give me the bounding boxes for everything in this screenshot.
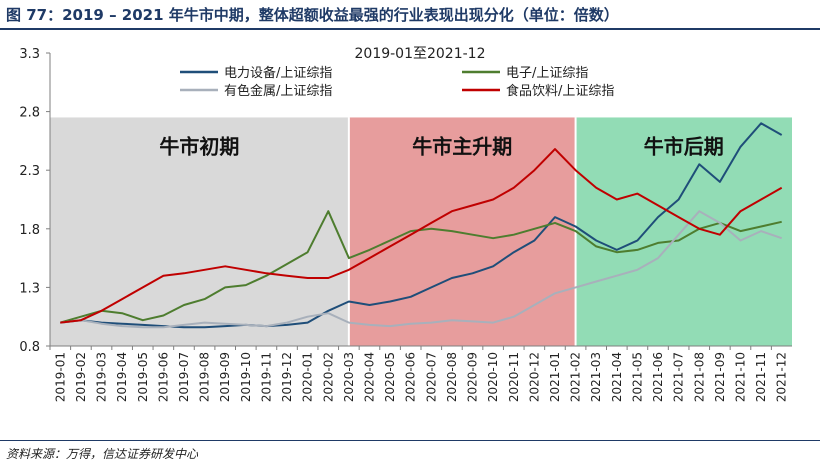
title-rule — [0, 28, 820, 30]
phase-bands: 牛市初期 牛市主升期 牛市后期 — [50, 117, 792, 347]
y-tick-label: 1.3 — [19, 281, 40, 296]
x-tick-label: 2020-02 — [321, 352, 335, 402]
x-tick-label: 2021-12 — [775, 352, 789, 402]
x-tick-label: 2020-11 — [507, 352, 521, 402]
x-tick-label: 2021-02 — [569, 352, 583, 402]
source-rule — [0, 440, 820, 441]
x-tick-labels: 2019-01 2019-02 2019-03 2019-04 2019-05 2019-… — [49, 346, 789, 402]
legend-label: 电力设备/上证综指 — [224, 65, 332, 81]
x-tick-label: 2021-07 — [672, 352, 686, 402]
y-tick-label: 1.8 — [19, 223, 40, 238]
chart-title: 2019-01至2021-12 — [355, 46, 486, 62]
x-tick-label: 2019-11 — [259, 352, 273, 402]
x-tick-label: 2020-03 — [342, 352, 356, 402]
x-tick-label: 2019-02 — [74, 352, 88, 402]
phase-band — [50, 117, 349, 347]
x-tick-label: 2021-01 — [548, 352, 562, 402]
x-tick-label: 2021-10 — [733, 352, 747, 402]
series-line — [60, 122, 783, 329]
y-tick-label: 3.3 — [19, 47, 40, 62]
x-tick-label: 2021-03 — [589, 352, 603, 402]
phase-label: 牛市后期 — [644, 134, 724, 158]
x-tick-label: 2019-03 — [95, 352, 109, 402]
x-tick-label: 2020-04 — [362, 352, 376, 402]
x-tick-label: 2020-07 — [424, 352, 438, 402]
x-tick-label: 2020-12 — [527, 352, 541, 402]
series-line — [60, 210, 783, 329]
y-tick-labels: 0.8 1.3 1.8 2.3 2.8 3.3 — [19, 47, 50, 355]
x-tick-label: 2020-06 — [404, 352, 418, 402]
phase-band — [348, 117, 576, 347]
series-lines — [60, 122, 783, 329]
source-note: 资料来源：万得，信达证券研发中心 — [6, 447, 199, 461]
x-tick-label: 2019-06 — [156, 352, 170, 402]
x-tick-label: 2019-09 — [218, 352, 232, 402]
phase-band — [575, 117, 792, 347]
x-tick-label: 2020-01 — [301, 352, 315, 402]
x-tick-label: 2019-01 — [53, 352, 67, 402]
x-tick-label: 2020-10 — [486, 352, 500, 402]
series-line — [60, 148, 783, 324]
x-tick-label: 2020-09 — [466, 352, 480, 402]
x-tick-label: 2020-05 — [383, 352, 397, 402]
x-tick-label: 2021-05 — [630, 352, 644, 402]
legend-label: 食品饮料/上证综指 — [506, 83, 614, 99]
y-tick-label: 2.3 — [19, 164, 40, 179]
y-tick-label: 0.8 — [19, 340, 40, 355]
phase-label: 牛市初期 — [159, 134, 239, 158]
legend-label: 有色金属/上证综指 — [224, 83, 332, 99]
x-tick-label: 2019-12 — [280, 352, 294, 402]
x-tick-label: 2019-05 — [136, 352, 150, 402]
x-tick-label: 2021-08 — [692, 352, 706, 402]
line-chart: 牛市初期 牛市主升期 牛市后期 0.8 1.3 1.8 2.3 2.8 3.3 2019-01… — [19, 46, 792, 402]
y-tick-label: 2.8 — [19, 106, 40, 121]
phase-label: 牛市主升期 — [412, 134, 512, 158]
figure-title: 图 77：2019 – 2021 年牛市中期，整体超额收益最强的行业表现出现分化… — [6, 6, 619, 24]
legend-label: 电子/上证综指 — [506, 66, 588, 81]
x-tick-label: 2020-08 — [445, 352, 459, 402]
x-tick-label: 2021-09 — [713, 352, 727, 402]
x-tick-label: 2021-06 — [651, 352, 665, 402]
x-tick-label: 2021-04 — [610, 352, 624, 402]
x-tick-label: 2021-11 — [754, 352, 768, 402]
x-tick-label: 2019-08 — [198, 352, 212, 402]
x-tick-label: 2019-04 — [115, 352, 129, 402]
x-tick-label: 2019-07 — [177, 352, 191, 402]
x-tick-label: 2019-10 — [239, 352, 253, 402]
